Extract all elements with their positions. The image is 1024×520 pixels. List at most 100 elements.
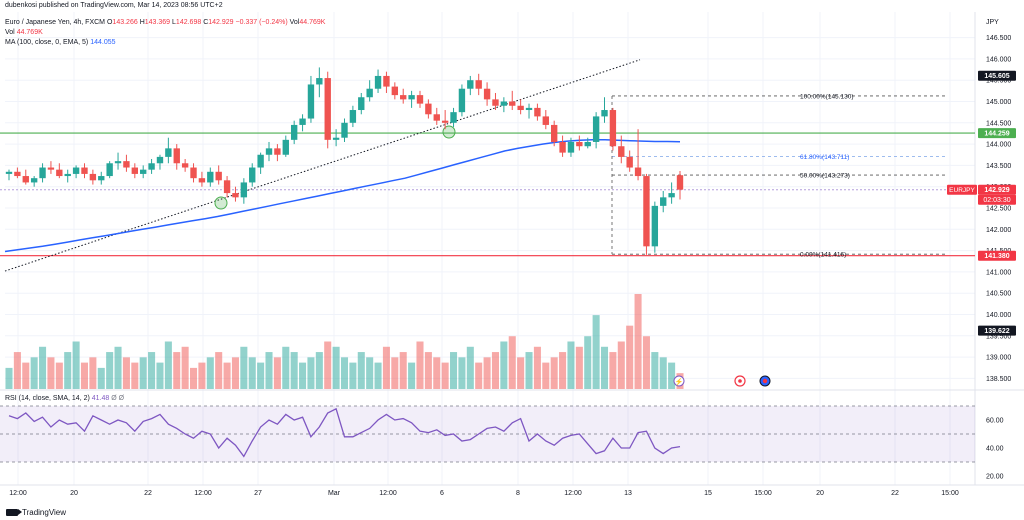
lightning-glyph: ⚡ [675,377,684,386]
volume-bar [273,357,281,389]
volume-bar [131,362,139,389]
price-tick: 144.500 [986,120,1011,127]
volume-bar [198,362,206,389]
volume-bar [290,352,298,389]
tradingview-brand[interactable]: TradingView [6,508,66,517]
candle-body [475,80,482,89]
candle-body [181,163,189,168]
time-tick: 12:00 [379,490,397,497]
volume-bar [240,346,248,389]
candle-body [5,171,13,174]
candle-body [408,95,415,100]
candle-body [47,167,55,170]
time-tick: 20 [70,490,78,497]
brand-label: TradingView [22,508,67,517]
volume-bar [181,346,189,389]
volume-bar [324,341,332,389]
volume-bar [441,362,449,389]
candle-body [458,88,466,113]
candle-body [567,141,575,153]
volume-bar [609,352,617,389]
volume-bar [433,357,441,389]
volume-bar [517,357,525,389]
ohlc-close: C142.929 [203,19,234,26]
symbol-name[interactable]: Euro / Japanese Yen, 4h, FXCM [5,19,106,26]
candle-body [123,161,130,168]
touch-marker [442,125,456,139]
candle-body [609,110,617,147]
candle-body [383,75,390,87]
time-tick: 13 [624,490,632,497]
volume-bar [366,357,374,389]
volume-bar [450,352,458,389]
volume-bar [164,341,172,389]
volume-bar [223,362,231,389]
volume-legend[interactable]: Vol 44.769K [5,29,43,36]
price-tick: 146.000 [986,56,1011,63]
candle-body [416,95,424,104]
time-tick: 12:00 [564,490,582,497]
candle-body [114,161,122,164]
candle-body [198,178,206,183]
price-tick: 145.500 [986,78,1011,85]
candle-body [500,101,508,106]
volume-bar [508,336,516,389]
price-label-box [978,325,1016,336]
volume-bar [332,346,340,389]
price-label: 141.380 [984,253,1009,260]
symbol-label-box [947,184,977,195]
volume-bar [651,352,659,389]
price-tick: 144.000 [986,142,1011,149]
price-tick: 139.500 [986,333,1011,340]
volume-bar [668,362,676,389]
volume-bar [349,362,357,389]
volume-bar [89,357,97,389]
candle-body [643,176,650,247]
volume-bar [55,362,63,389]
candle-body [349,110,357,123]
candle-body [660,197,667,206]
candle-body [551,124,558,142]
candle-body [72,167,80,174]
volume-bar [30,357,38,389]
candle-body [89,173,97,181]
candle-body [81,167,88,174]
volume-bar [617,341,625,389]
currency-label: JPY [986,19,999,26]
candle-body [290,124,298,140]
time-tick: 6 [440,490,444,497]
volume-bar [424,352,432,389]
volume-bar [265,352,273,389]
volume-bar [307,357,315,389]
candles [5,67,684,255]
volume-bar [626,325,634,389]
candle-body [433,114,440,121]
event-icons: ⚡ [673,375,771,387]
fib-level-label: 50.00%(143.273) [800,173,850,180]
volume-bar [315,352,323,389]
time-tick: 22 [891,490,899,497]
volume-bar [139,357,147,389]
candle-body [626,156,633,168]
price-tick: 145.000 [986,99,1011,106]
ohlc-open: O143.266 [106,19,138,26]
candle-body [391,86,399,96]
rsi-legend[interactable]: RSI (14, close, SMA, 14, 2) 41.48 Ø Ø [5,395,125,402]
time-tick: 15:00 [754,490,772,497]
candle-body [358,97,365,111]
volume-bar [148,352,156,389]
volume-bar [80,362,89,389]
volume-bar [659,357,667,389]
volume-bar [382,346,390,389]
candle-body [668,193,675,198]
volume-bar [483,357,491,389]
candle-body [190,167,197,179]
volume-bar [47,357,55,389]
volume-bar [525,352,533,389]
volume-bar [340,357,349,389]
lightning-icon[interactable] [673,375,685,387]
candle-body [467,80,474,89]
ma-legend[interactable]: MA (100, close, 0, EMA, 5) 144.055 [5,39,116,46]
candle-body [559,141,566,153]
